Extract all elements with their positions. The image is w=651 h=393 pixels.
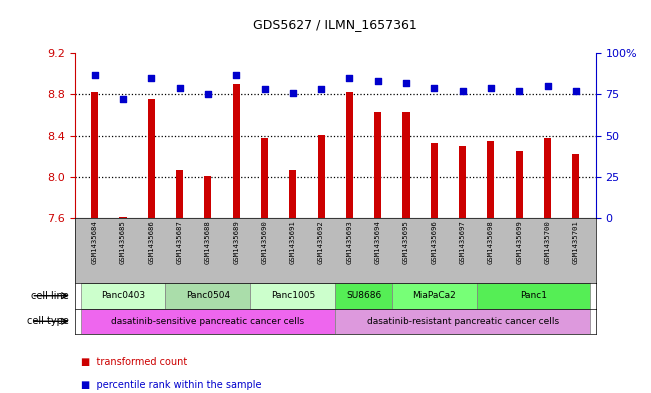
Point bbox=[146, 75, 156, 81]
Text: ■  transformed count: ■ transformed count bbox=[81, 356, 187, 367]
Point bbox=[514, 88, 525, 94]
Bar bbox=[232, 84, 240, 218]
Text: SU8686: SU8686 bbox=[346, 291, 381, 300]
Text: GSM1435695: GSM1435695 bbox=[403, 220, 409, 264]
Bar bbox=[544, 138, 551, 218]
Bar bbox=[289, 170, 296, 218]
Text: GSM1435687: GSM1435687 bbox=[176, 220, 182, 264]
Text: GSM1435689: GSM1435689 bbox=[233, 220, 239, 264]
Text: GSM1435697: GSM1435697 bbox=[460, 220, 465, 264]
Text: cell line: cell line bbox=[31, 291, 72, 301]
Point bbox=[486, 84, 496, 91]
Text: GSM1435691: GSM1435691 bbox=[290, 220, 296, 264]
Bar bbox=[392, 283, 477, 309]
Text: Panc0504: Panc0504 bbox=[186, 291, 230, 300]
Text: GSM1435692: GSM1435692 bbox=[318, 220, 324, 264]
Text: GSM1435700: GSM1435700 bbox=[544, 220, 551, 264]
Point bbox=[429, 84, 439, 91]
Point bbox=[174, 84, 185, 91]
Bar bbox=[318, 134, 325, 218]
Point bbox=[202, 91, 213, 97]
Point bbox=[401, 80, 411, 86]
Text: GSM1435685: GSM1435685 bbox=[120, 220, 126, 264]
Text: dasatinib-sensitive pancreatic cancer cells: dasatinib-sensitive pancreatic cancer ce… bbox=[111, 317, 305, 326]
Point bbox=[316, 86, 326, 92]
Bar bbox=[374, 112, 381, 218]
Bar bbox=[516, 151, 523, 218]
Bar bbox=[119, 217, 126, 218]
Point bbox=[288, 90, 298, 96]
Bar bbox=[431, 143, 438, 218]
Point bbox=[259, 86, 270, 92]
Text: GSM1435684: GSM1435684 bbox=[92, 220, 98, 264]
Text: GSM1435698: GSM1435698 bbox=[488, 220, 494, 264]
Bar bbox=[204, 176, 212, 218]
Text: cell type: cell type bbox=[27, 316, 72, 326]
Point bbox=[118, 96, 128, 103]
Bar bbox=[251, 283, 335, 309]
Point bbox=[344, 75, 355, 81]
Bar bbox=[402, 112, 409, 218]
Text: GSM1435694: GSM1435694 bbox=[375, 220, 381, 264]
Bar bbox=[81, 283, 165, 309]
Text: Panc0403: Panc0403 bbox=[101, 291, 145, 300]
Point bbox=[231, 72, 242, 78]
Bar bbox=[81, 309, 335, 334]
Bar bbox=[165, 283, 251, 309]
Point bbox=[571, 88, 581, 94]
Bar bbox=[572, 154, 579, 218]
Text: GSM1435686: GSM1435686 bbox=[148, 220, 154, 264]
Bar bbox=[91, 92, 98, 218]
Bar bbox=[346, 92, 353, 218]
Bar bbox=[148, 99, 155, 218]
Text: GSM1435696: GSM1435696 bbox=[432, 220, 437, 264]
Point bbox=[89, 72, 100, 78]
Bar bbox=[335, 309, 590, 334]
Point bbox=[458, 88, 468, 94]
Text: dasatinib-resistant pancreatic cancer cells: dasatinib-resistant pancreatic cancer ce… bbox=[367, 317, 559, 326]
Bar bbox=[176, 170, 183, 218]
Text: GSM1435701: GSM1435701 bbox=[573, 220, 579, 264]
Text: Panc1005: Panc1005 bbox=[271, 291, 315, 300]
Bar bbox=[261, 138, 268, 218]
Text: GSM1435690: GSM1435690 bbox=[262, 220, 268, 264]
Point bbox=[372, 78, 383, 84]
Bar bbox=[335, 283, 392, 309]
Bar bbox=[488, 141, 495, 218]
Text: GSM1435693: GSM1435693 bbox=[346, 220, 352, 264]
Text: Panc1: Panc1 bbox=[520, 291, 547, 300]
Bar bbox=[477, 283, 590, 309]
Text: ■  percentile rank within the sample: ■ percentile rank within the sample bbox=[81, 380, 262, 390]
Text: GSM1435699: GSM1435699 bbox=[516, 220, 522, 264]
Point bbox=[542, 83, 553, 89]
Text: MiaPaCa2: MiaPaCa2 bbox=[413, 291, 456, 300]
Text: GDS5627 / ILMN_1657361: GDS5627 / ILMN_1657361 bbox=[253, 18, 417, 31]
Bar bbox=[459, 146, 466, 218]
Text: GSM1435688: GSM1435688 bbox=[205, 220, 211, 264]
